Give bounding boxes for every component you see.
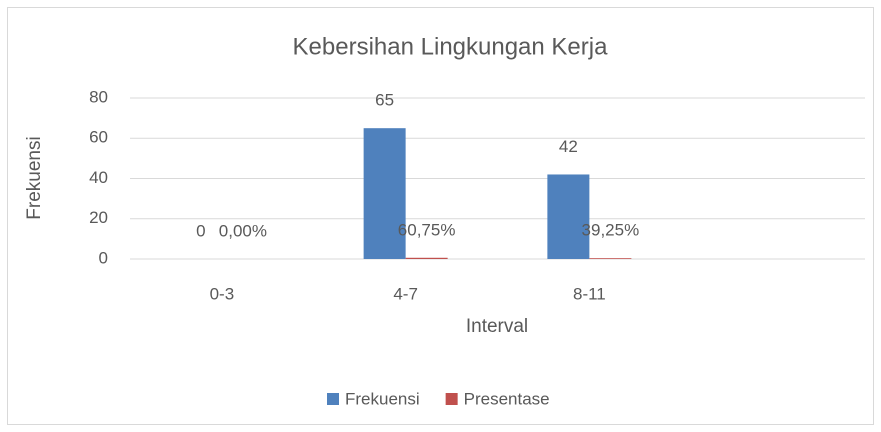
x-tick-label: 8-11 bbox=[573, 284, 606, 303]
bar bbox=[547, 174, 590, 259]
data-label: 0,00% bbox=[219, 221, 267, 240]
legend-label: Presentase bbox=[464, 389, 550, 408]
chart-title: Kebersihan Lingkungan Kerja bbox=[293, 33, 609, 60]
data-label: 39,25% bbox=[582, 221, 640, 240]
x-tick-label: 0-3 bbox=[210, 284, 235, 303]
y-tick-label: 40 bbox=[89, 168, 108, 187]
data-label: 0 bbox=[196, 221, 205, 240]
x-axis-title: Interval bbox=[466, 316, 528, 337]
data-label: 65 bbox=[375, 91, 394, 110]
bar bbox=[405, 257, 448, 259]
bar bbox=[363, 128, 406, 259]
data-label: 60,75% bbox=[398, 220, 456, 239]
legend-swatch bbox=[327, 393, 339, 405]
y-tick-label: 0 bbox=[99, 248, 108, 267]
y-tick-label: 60 bbox=[89, 128, 108, 147]
y-axis-title: Frekuensi bbox=[24, 136, 45, 219]
bar bbox=[589, 258, 632, 259]
y-tick-label: 80 bbox=[89, 87, 108, 106]
chart-frame bbox=[7, 7, 874, 425]
data-label: 42 bbox=[559, 137, 578, 156]
legend-swatch bbox=[445, 393, 458, 405]
legend-label: Frekuensi bbox=[345, 389, 420, 408]
x-tick-label: 4-7 bbox=[393, 284, 418, 303]
y-tick-label: 20 bbox=[89, 208, 108, 227]
